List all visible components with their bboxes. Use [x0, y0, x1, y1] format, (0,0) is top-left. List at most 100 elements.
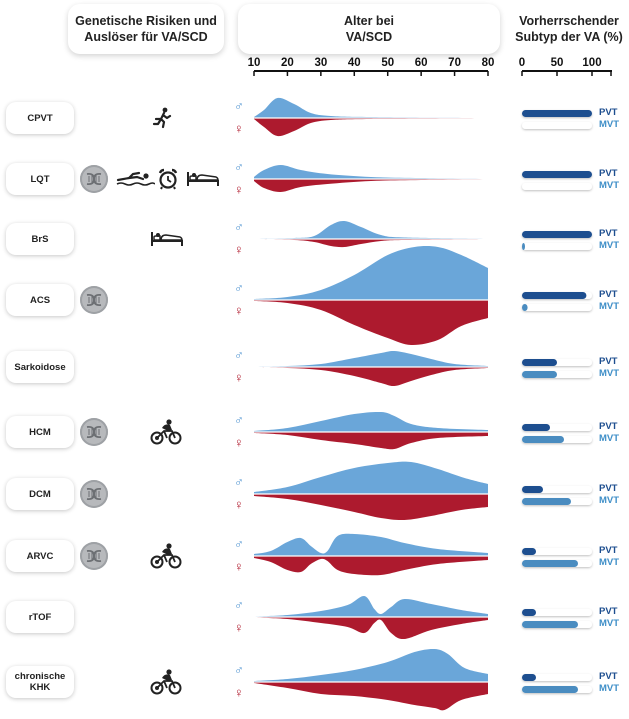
header-age: Alter bei VA/SCD: [238, 4, 500, 54]
male-age-distribution: [254, 165, 488, 179]
dna-icon: [80, 286, 108, 314]
female-symbol: ♀: [234, 303, 244, 318]
running-icon: [152, 107, 174, 134]
female-symbol: ♀: [234, 559, 244, 574]
male-symbol: ♂: [234, 412, 244, 427]
age-tick-label: 40: [348, 57, 361, 69]
male-symbol: ♂: [234, 280, 244, 295]
male-age-distribution: [254, 533, 488, 556]
female-age-distribution: [254, 556, 488, 576]
pvt-label: PVT: [599, 289, 618, 300]
pvt-bar-track: [522, 674, 592, 681]
swimming-icon: [115, 171, 156, 192]
male-age-distribution: [254, 246, 488, 300]
pvt-bar: [522, 674, 536, 681]
male-symbol: ♂: [234, 662, 244, 677]
mvt-label: MVT: [599, 301, 620, 312]
male-symbol: ♂: [234, 536, 244, 551]
dna-icon: [80, 542, 108, 570]
pvt-bar: [522, 231, 592, 238]
pvt-bar: [522, 171, 592, 178]
male-symbol: ♂: [234, 474, 244, 489]
female-age-distribution: [254, 239, 488, 248]
dna-icon: [80, 418, 108, 446]
age-tick-label: 30: [314, 57, 327, 69]
mvt-label: MVT: [599, 368, 620, 379]
female-age-distribution: [254, 300, 488, 346]
bed-icon: [150, 230, 184, 253]
male-age-distribution: [254, 350, 488, 367]
mvt-bar: [522, 498, 571, 505]
pct-tick-label: 100: [582, 57, 601, 69]
age-tick-label: 70: [448, 57, 461, 69]
mvt-bar-track: [522, 304, 592, 311]
dna-icon: [80, 480, 108, 508]
pvt-label: PVT: [599, 421, 618, 432]
male-age-distribution: [254, 220, 488, 239]
disease-label-0: CPVT: [6, 102, 74, 134]
disease-label-2: BrS: [6, 223, 74, 255]
mvt-bar-track: [522, 183, 592, 190]
male-age-distribution: [254, 595, 488, 617]
pvt-bar: [522, 548, 536, 555]
bed-icon: [186, 170, 220, 193]
female-age-distribution: [254, 118, 488, 137]
pvt-label: PVT: [599, 168, 618, 179]
female-age-distribution: [254, 367, 488, 387]
disease-label-9: chronische KHK: [6, 666, 74, 698]
male-symbol: ♂: [234, 219, 244, 234]
disease-label-3: ACS: [6, 284, 74, 316]
disease-label-5: HCM: [6, 416, 74, 448]
disease-label-6: DCM: [6, 478, 74, 510]
alarm-clock-icon: [157, 168, 179, 195]
mvt-label: MVT: [599, 495, 620, 506]
pvt-bar: [522, 110, 592, 117]
age-tick-label: 50: [381, 57, 394, 69]
age-tick-label: 10: [248, 57, 261, 69]
age-tick-label: 80: [482, 57, 495, 69]
female-symbol: ♀: [234, 182, 244, 197]
pvt-bar: [522, 424, 550, 431]
pvt-label: PVT: [599, 606, 618, 617]
mvt-bar: [522, 304, 528, 311]
pvt-label: PVT: [599, 356, 618, 367]
mvt-bar: [522, 560, 578, 567]
pvt-label: PVT: [599, 483, 618, 494]
header-risks: Genetische Risiken und Auslöser für VA/S…: [68, 4, 224, 54]
cycling-icon: [150, 419, 182, 450]
male-age-distribution: [254, 97, 488, 118]
pvt-bar-track: [522, 609, 592, 616]
female-symbol: ♀: [234, 121, 244, 136]
male-age-distribution: [254, 648, 488, 682]
pct-tick-label: 50: [551, 57, 564, 69]
age-tick-label: 20: [281, 57, 294, 69]
mvt-bar: [522, 371, 557, 378]
female-symbol: ♀: [234, 242, 244, 257]
male-age-distribution: [254, 411, 488, 432]
disease-label-8: rTOF: [6, 601, 74, 633]
disease-label-4: Sarkoidose: [6, 351, 74, 383]
male-symbol: ♂: [234, 159, 244, 174]
pvt-label: PVT: [599, 545, 618, 556]
mvt-label: MVT: [599, 240, 620, 251]
mvt-label: MVT: [599, 683, 620, 694]
mvt-bar: [522, 621, 578, 628]
female-age-distribution: [254, 179, 488, 193]
mvt-label: MVT: [599, 180, 620, 191]
disease-label-7: ARVC: [6, 540, 74, 572]
mvt-bar: [522, 243, 525, 250]
mvt-label: MVT: [599, 557, 620, 568]
female-symbol: ♀: [234, 620, 244, 635]
header-subtype: Vorherrschender Subtyp der VA (%): [515, 14, 623, 44]
pvt-bar: [522, 486, 543, 493]
female-symbol: ♀: [234, 497, 244, 512]
female-age-distribution: [254, 617, 488, 640]
male-age-distribution: [254, 461, 488, 494]
pvt-bar: [522, 609, 536, 616]
mvt-label: MVT: [599, 119, 620, 130]
female-symbol: ♀: [234, 685, 244, 700]
female-symbol: ♀: [234, 435, 244, 450]
male-symbol: ♂: [234, 347, 244, 362]
pvt-label: PVT: [599, 228, 618, 239]
